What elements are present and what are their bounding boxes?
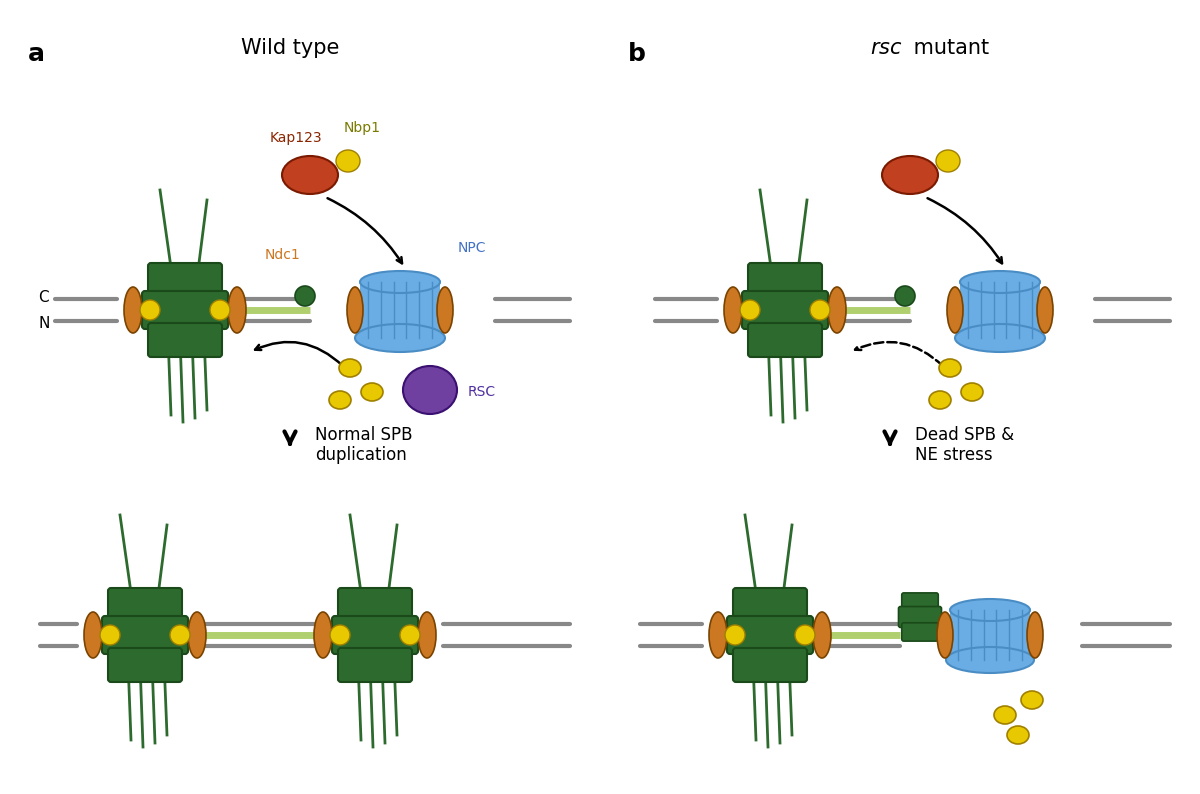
Ellipse shape xyxy=(437,287,454,333)
FancyBboxPatch shape xyxy=(142,291,228,329)
FancyBboxPatch shape xyxy=(108,588,182,622)
FancyBboxPatch shape xyxy=(742,291,828,329)
Ellipse shape xyxy=(360,271,440,293)
Ellipse shape xyxy=(1027,612,1043,658)
Ellipse shape xyxy=(929,391,952,409)
Ellipse shape xyxy=(124,287,142,333)
Ellipse shape xyxy=(947,287,964,333)
FancyBboxPatch shape xyxy=(901,593,938,611)
Text: b: b xyxy=(628,42,646,66)
Ellipse shape xyxy=(314,612,332,658)
FancyBboxPatch shape xyxy=(899,607,942,627)
Text: a: a xyxy=(28,42,46,66)
Text: Nbp1: Nbp1 xyxy=(344,121,382,135)
FancyBboxPatch shape xyxy=(748,323,822,357)
Text: NPC: NPC xyxy=(458,241,486,255)
Text: Kap123: Kap123 xyxy=(270,131,323,145)
Text: N: N xyxy=(38,315,49,330)
FancyBboxPatch shape xyxy=(748,263,822,297)
Ellipse shape xyxy=(796,625,815,645)
FancyBboxPatch shape xyxy=(901,622,938,641)
Ellipse shape xyxy=(140,300,160,320)
Text: RSC: RSC xyxy=(468,385,496,399)
Text: Normal SPB
duplication: Normal SPB duplication xyxy=(314,426,413,464)
Text: Dead SPB &
NE stress: Dead SPB & NE stress xyxy=(916,426,1014,464)
Ellipse shape xyxy=(994,706,1016,724)
Ellipse shape xyxy=(361,383,383,401)
Ellipse shape xyxy=(210,300,230,320)
Text: Ndc1: Ndc1 xyxy=(265,248,301,262)
FancyBboxPatch shape xyxy=(148,323,222,357)
Ellipse shape xyxy=(347,287,364,333)
Text: Wild type: Wild type xyxy=(241,38,340,58)
FancyBboxPatch shape xyxy=(733,648,808,682)
FancyBboxPatch shape xyxy=(727,616,814,654)
FancyBboxPatch shape xyxy=(108,648,182,682)
Ellipse shape xyxy=(882,156,938,194)
Polygon shape xyxy=(360,282,440,338)
Polygon shape xyxy=(950,610,1030,660)
FancyBboxPatch shape xyxy=(102,616,188,654)
Text: C: C xyxy=(38,290,49,305)
Ellipse shape xyxy=(937,612,953,658)
Ellipse shape xyxy=(403,366,457,414)
Ellipse shape xyxy=(170,625,190,645)
Ellipse shape xyxy=(955,324,1045,352)
Ellipse shape xyxy=(340,359,361,377)
Text: mutant: mutant xyxy=(907,38,989,58)
Ellipse shape xyxy=(960,271,1040,293)
Polygon shape xyxy=(960,282,1040,338)
Ellipse shape xyxy=(336,150,360,172)
Ellipse shape xyxy=(1037,287,1054,333)
Ellipse shape xyxy=(355,324,445,352)
Ellipse shape xyxy=(946,647,1034,673)
Ellipse shape xyxy=(400,625,420,645)
FancyBboxPatch shape xyxy=(338,588,412,622)
Ellipse shape xyxy=(1021,691,1043,709)
Ellipse shape xyxy=(814,612,830,658)
Ellipse shape xyxy=(228,287,246,333)
Ellipse shape xyxy=(418,612,436,658)
Ellipse shape xyxy=(100,625,120,645)
Ellipse shape xyxy=(950,599,1030,621)
Ellipse shape xyxy=(740,300,760,320)
FancyBboxPatch shape xyxy=(332,616,418,654)
FancyBboxPatch shape xyxy=(148,263,222,297)
Ellipse shape xyxy=(1007,726,1030,744)
Ellipse shape xyxy=(940,359,961,377)
Ellipse shape xyxy=(895,286,916,306)
FancyBboxPatch shape xyxy=(338,648,412,682)
Ellipse shape xyxy=(188,612,206,658)
Ellipse shape xyxy=(725,625,745,645)
FancyBboxPatch shape xyxy=(733,588,808,622)
Ellipse shape xyxy=(961,383,983,401)
Ellipse shape xyxy=(84,612,102,658)
Ellipse shape xyxy=(329,391,352,409)
Ellipse shape xyxy=(709,612,727,658)
Ellipse shape xyxy=(295,286,314,306)
Text: $rsc$: $rsc$ xyxy=(870,38,902,58)
Ellipse shape xyxy=(724,287,742,333)
Ellipse shape xyxy=(828,287,846,333)
Ellipse shape xyxy=(330,625,350,645)
Ellipse shape xyxy=(936,150,960,172)
Ellipse shape xyxy=(810,300,830,320)
Ellipse shape xyxy=(282,156,338,194)
